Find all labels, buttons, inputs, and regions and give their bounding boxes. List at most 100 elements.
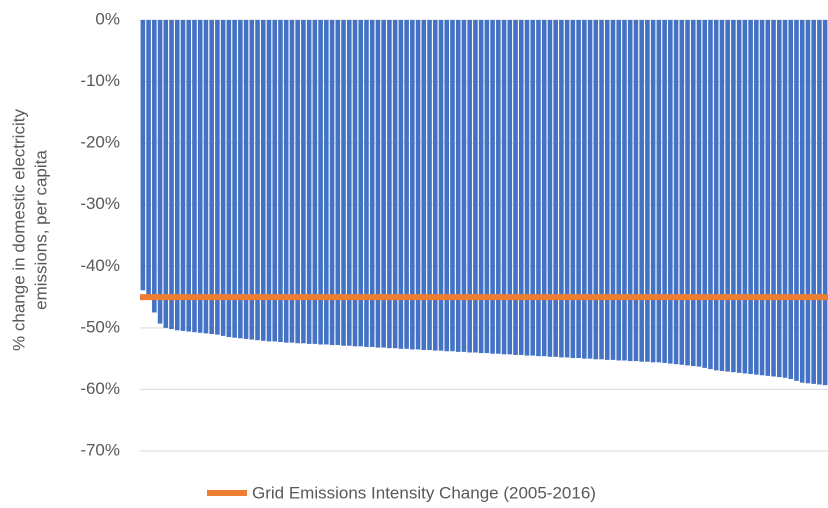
bar (650, 20, 656, 363)
bar (541, 20, 547, 357)
bar (358, 20, 364, 347)
bar (461, 20, 467, 352)
bar (283, 20, 289, 343)
bar (174, 20, 180, 331)
bar (748, 20, 753, 375)
bar (220, 20, 226, 336)
bar (530, 20, 536, 356)
bar (639, 20, 644, 362)
bar (616, 20, 622, 361)
bar (341, 20, 346, 346)
y-tick-label: -30% (80, 194, 120, 213)
bar (364, 20, 369, 347)
bar (788, 20, 794, 379)
bar (765, 20, 771, 376)
bar (685, 20, 690, 366)
bar (564, 20, 570, 358)
bar (690, 20, 696, 367)
bar (622, 20, 627, 361)
bar (318, 20, 323, 345)
bar (438, 20, 444, 351)
bar (742, 20, 748, 374)
bar (404, 20, 409, 349)
bar (352, 20, 358, 347)
bar (260, 20, 266, 341)
bar (570, 20, 576, 359)
bar (782, 20, 788, 378)
bar (524, 20, 530, 356)
y-axis-title: % change in domestic electricity emissio… (9, 109, 50, 351)
bar (679, 20, 685, 365)
bar (180, 20, 186, 331)
bar (157, 20, 163, 324)
bar (668, 20, 673, 364)
bar (536, 20, 541, 357)
bar (518, 20, 524, 355)
bar (645, 20, 650, 362)
bar (467, 20, 472, 353)
y-tick-label: -50% (80, 317, 120, 336)
bar (306, 20, 312, 344)
bar (427, 20, 432, 351)
bar (346, 20, 352, 346)
bar (610, 20, 616, 360)
bar (444, 20, 450, 352)
bar (587, 20, 593, 359)
bar (822, 20, 828, 386)
bar (249, 20, 255, 340)
bar (381, 20, 386, 348)
bar (146, 20, 151, 299)
bar (656, 20, 662, 363)
bar (817, 20, 822, 385)
bar (243, 20, 249, 339)
bar (369, 20, 375, 347)
bar (255, 20, 260, 341)
bar (754, 20, 759, 375)
bar (725, 20, 730, 372)
bar (547, 20, 553, 357)
bar (432, 20, 438, 351)
bar (496, 20, 501, 354)
bar (209, 20, 214, 335)
bar (559, 20, 564, 358)
bar (301, 20, 306, 344)
bar (238, 20, 243, 339)
bar (604, 20, 610, 360)
bar (731, 20, 736, 373)
bar (673, 20, 679, 365)
bar (501, 20, 507, 355)
bar (232, 20, 237, 338)
bar (295, 20, 300, 344)
bar (312, 20, 318, 344)
bar (398, 20, 404, 349)
bar (478, 20, 484, 354)
bar (387, 20, 392, 349)
bar (163, 20, 169, 328)
legend-label: Grid Emissions Intensity Change (2005-20… (252, 483, 596, 502)
bar (186, 20, 192, 332)
y-tick-label: -20% (80, 133, 120, 152)
bar (759, 20, 765, 376)
bar (776, 20, 782, 378)
bar (410, 20, 415, 350)
bar (794, 20, 799, 381)
bar (490, 20, 495, 354)
y-tick-label: -60% (80, 379, 120, 398)
bar (169, 20, 174, 330)
bar (203, 20, 209, 334)
bar (192, 20, 197, 333)
bar (272, 20, 278, 342)
bar (278, 20, 283, 343)
bar (455, 20, 461, 352)
y-tick-label: -40% (80, 256, 120, 275)
bar (421, 20, 427, 351)
bar (582, 20, 587, 359)
bar (662, 20, 667, 363)
bar (335, 20, 341, 346)
bar (736, 20, 742, 373)
bar (215, 20, 220, 335)
bar (599, 20, 604, 360)
bar (513, 20, 518, 355)
bar (633, 20, 639, 362)
